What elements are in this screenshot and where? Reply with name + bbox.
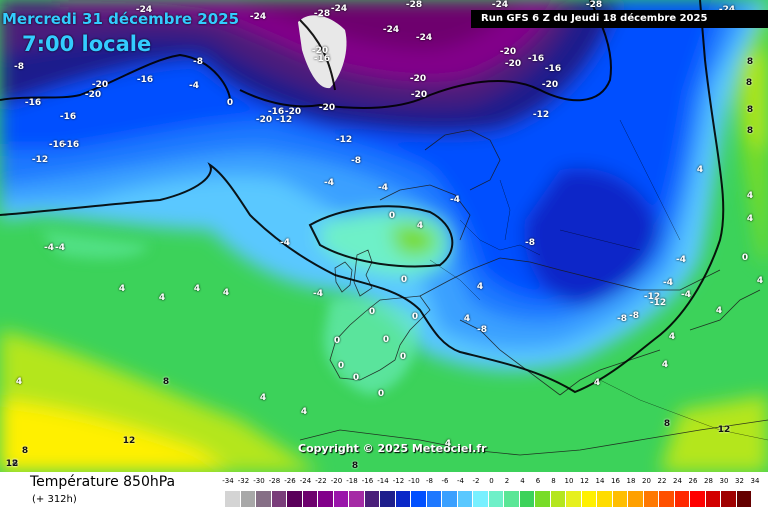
legend-tick: -16 [361,477,374,485]
legend-swatch [318,491,334,507]
legend-tick: 34 [750,477,760,485]
legend-swatch [426,491,442,507]
legend-tick: -4 [457,477,464,485]
legend-tick: -34 [222,477,234,485]
legend-swatch [256,491,272,507]
legend-tick: -20 [330,477,343,485]
legend-tick: 22 [657,477,667,485]
legend-swatch [395,491,411,507]
legend-swatch [333,491,349,507]
legend-swatch [519,491,535,507]
legend-swatch [628,491,644,507]
legend-swatch [504,491,520,507]
legend-swatch [349,491,365,507]
legend-tick: -18 [346,477,358,485]
legend-tick: 26 [688,477,698,485]
legend-swatch [271,491,287,507]
legend-swatch [550,491,566,507]
legend-tick: 8 [551,477,556,485]
legend-tick: -28 [268,477,281,485]
legend-tick: 6 [535,477,541,485]
legend-tick: -30 [253,477,265,485]
copyright: Copyright © 2025 Meteociel.fr [298,442,487,455]
legend-tick: 14 [595,477,605,485]
legend-ticks: -34 -32 -30 -28 -26 -24 -22 -20 -18 -16 -14 -12 -10-… [220,477,759,489]
legend-bar: Température 850hPa (+ 312h) -34 -32 -30 -28… [0,472,768,512]
forecast-time: 7:00 locale [22,32,152,56]
run-info: Run GFS 6 Z du Jeudi 18 décembre 2025 [471,10,768,28]
legend-swatch [411,491,427,507]
legend-swatch [612,491,628,507]
legend-swatch [364,491,380,507]
temperature-map: -24-24-28-24-24-24-28-24-28-24-8-16-16-2… [0,0,768,472]
legend-tick: 10 [564,477,574,485]
legend-swatch [442,491,458,507]
legend-swatch [674,491,690,507]
legend-tick: -32 [237,477,250,485]
legend-swatch [473,491,489,507]
legend-swatch [736,491,752,507]
legend-swatch [302,491,318,507]
legend-tick: 16 [611,477,620,485]
legend-tick: 28 [704,477,713,485]
temperature-field [0,0,768,472]
legend-swatch [659,491,675,507]
legend-tick: -26 [284,477,296,485]
forecast-date: Mercredi 31 décembre 2025 [2,10,240,28]
legend-tick: -24 [299,477,312,485]
legend-swatch [287,491,303,507]
legend-swatch [380,491,396,507]
legend-swatch [705,491,721,507]
legend-tick: 0 [489,477,494,485]
variable-title: Température 850hPa [30,474,176,490]
legend-swatch [457,491,473,507]
legend-tick: -6 [441,477,449,485]
legend-tick: -10 [408,477,420,485]
legend-swatch [240,491,256,507]
legend-tick: 20 [642,477,651,485]
legend-tick: -8 [426,477,433,485]
legend-swatch [690,491,706,507]
legend-tick: 32 [735,477,744,485]
legend-swatch [535,491,551,507]
lead-time: (+ 312h) [32,494,77,505]
legend-tick: 24 [673,477,682,485]
legend-tick: -14 [377,477,389,485]
legend-swatch [566,491,582,507]
legend-swatch [488,491,504,507]
legend-tick: 12 [580,477,589,485]
legend-swatch [643,491,659,507]
legend-tick: -12 [392,477,405,485]
legend-tick: 4 [520,477,525,485]
legend-tick: 2 [504,477,510,485]
legend-tick: -22 [315,477,327,485]
legend-tick: 18 [626,477,636,485]
legend-swatch [721,491,737,507]
legend-swatch [225,491,241,507]
legend-swatch [597,491,613,507]
legend-swatch [581,491,597,507]
legend-tick: 30 [719,477,729,485]
legend-tick: -2 [472,477,480,485]
legend-colorbar [225,491,752,507]
